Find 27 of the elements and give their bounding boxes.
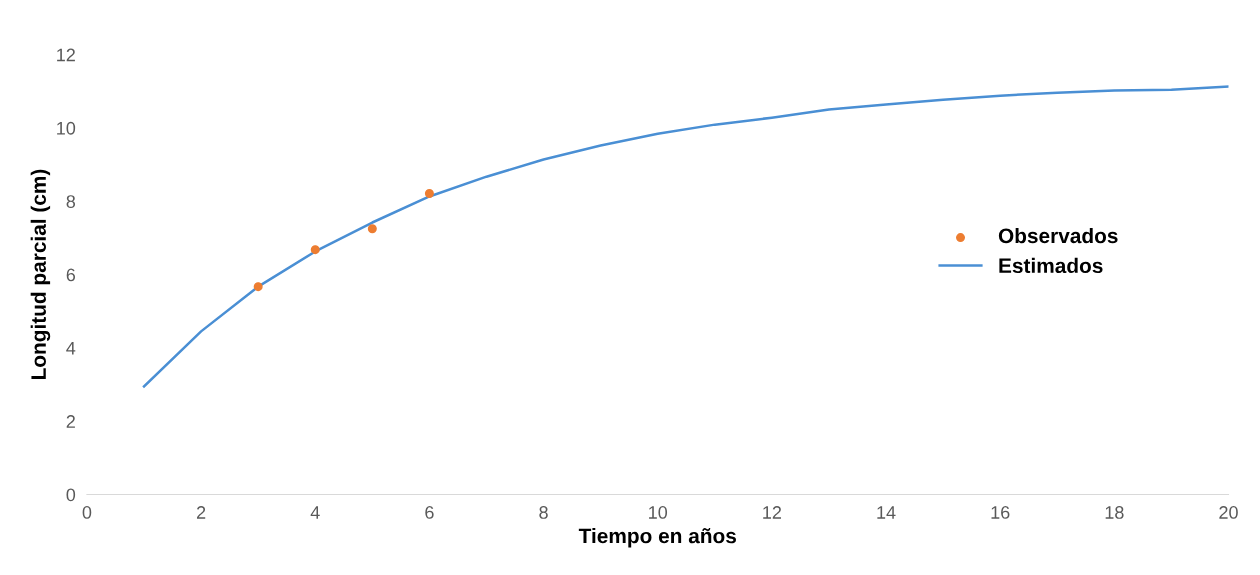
x-tick-label: 4 [310,506,320,519]
point [367,224,377,234]
x-tick-label: 14 [877,506,896,519]
point [253,282,263,292]
x-tick-label: 18 [1105,506,1124,519]
y-tick-label: 12 [57,48,75,62]
y-axis-title: Longitud parcial (cm) [30,169,51,380]
y-tick-label: 6 [66,268,76,282]
x-tick-label: 2 [196,506,206,519]
point [310,245,320,255]
x-tick-label: 6 [425,506,434,519]
legend-label: Observados [998,227,1118,244]
legend-label: Estimados [999,257,1103,274]
y-tick-label: 0 [66,488,76,502]
x-tick-label: 8 [539,506,548,519]
x-tick-label: 12 [763,506,782,519]
x-tick-label: 0 [82,506,92,519]
y-tick-label: 8 [66,195,76,208]
x-axis-title: Tiempo en años [578,528,736,548]
y-tick-label: 10 [57,121,76,135]
x-tick-label: 16 [991,506,1010,519]
y-tick-label: 4 [66,342,76,355]
line-series [142,85,1229,388]
y-tick-label: 2 [66,415,75,428]
point [424,189,434,199]
x-tick-label: 10 [649,506,668,519]
x-tick-label: 20 [1219,506,1238,519]
